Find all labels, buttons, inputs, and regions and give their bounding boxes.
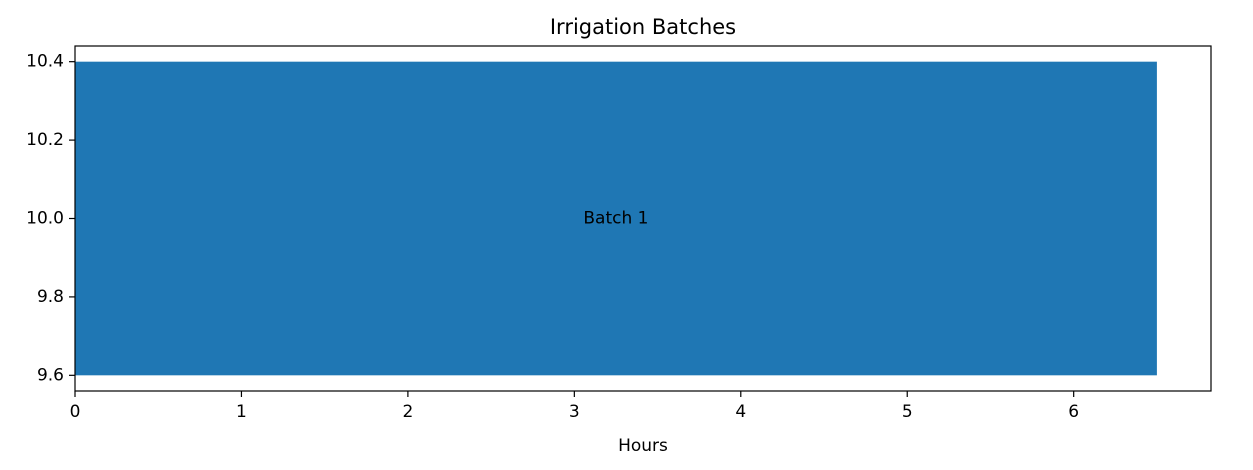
x-axis: 0 1 2 3 4 5 6: [70, 391, 1079, 422]
y-axis: 9.6 9.8 10.0 10.2 10.4: [26, 52, 75, 385]
x-tick-label: 1: [236, 402, 247, 422]
x-tick-label: 2: [402, 402, 413, 422]
x-tick-label: 6: [1068, 402, 1079, 422]
y-tick-label: 10.4: [26, 52, 64, 72]
bar-labels-layer: Batch 1: [583, 209, 648, 229]
y-tick-label: 10.0: [26, 209, 64, 229]
x-tick-label: 5: [902, 402, 913, 422]
bar-1: [75, 61, 1157, 376]
chart-title: Irrigation Batches: [550, 15, 736, 39]
x-tick-label: 4: [735, 402, 746, 422]
bar-label-1: Batch 1: [583, 209, 648, 229]
y-tick-label: 10.2: [26, 130, 64, 150]
y-tick-label: 9.6: [37, 365, 64, 385]
x-tick-label: 0: [70, 402, 81, 422]
y-tick-label: 9.8: [37, 287, 64, 307]
bars-layer: [75, 61, 1157, 376]
x-tick-label: 3: [569, 402, 580, 422]
x-axis-label: Hours: [618, 436, 668, 456]
